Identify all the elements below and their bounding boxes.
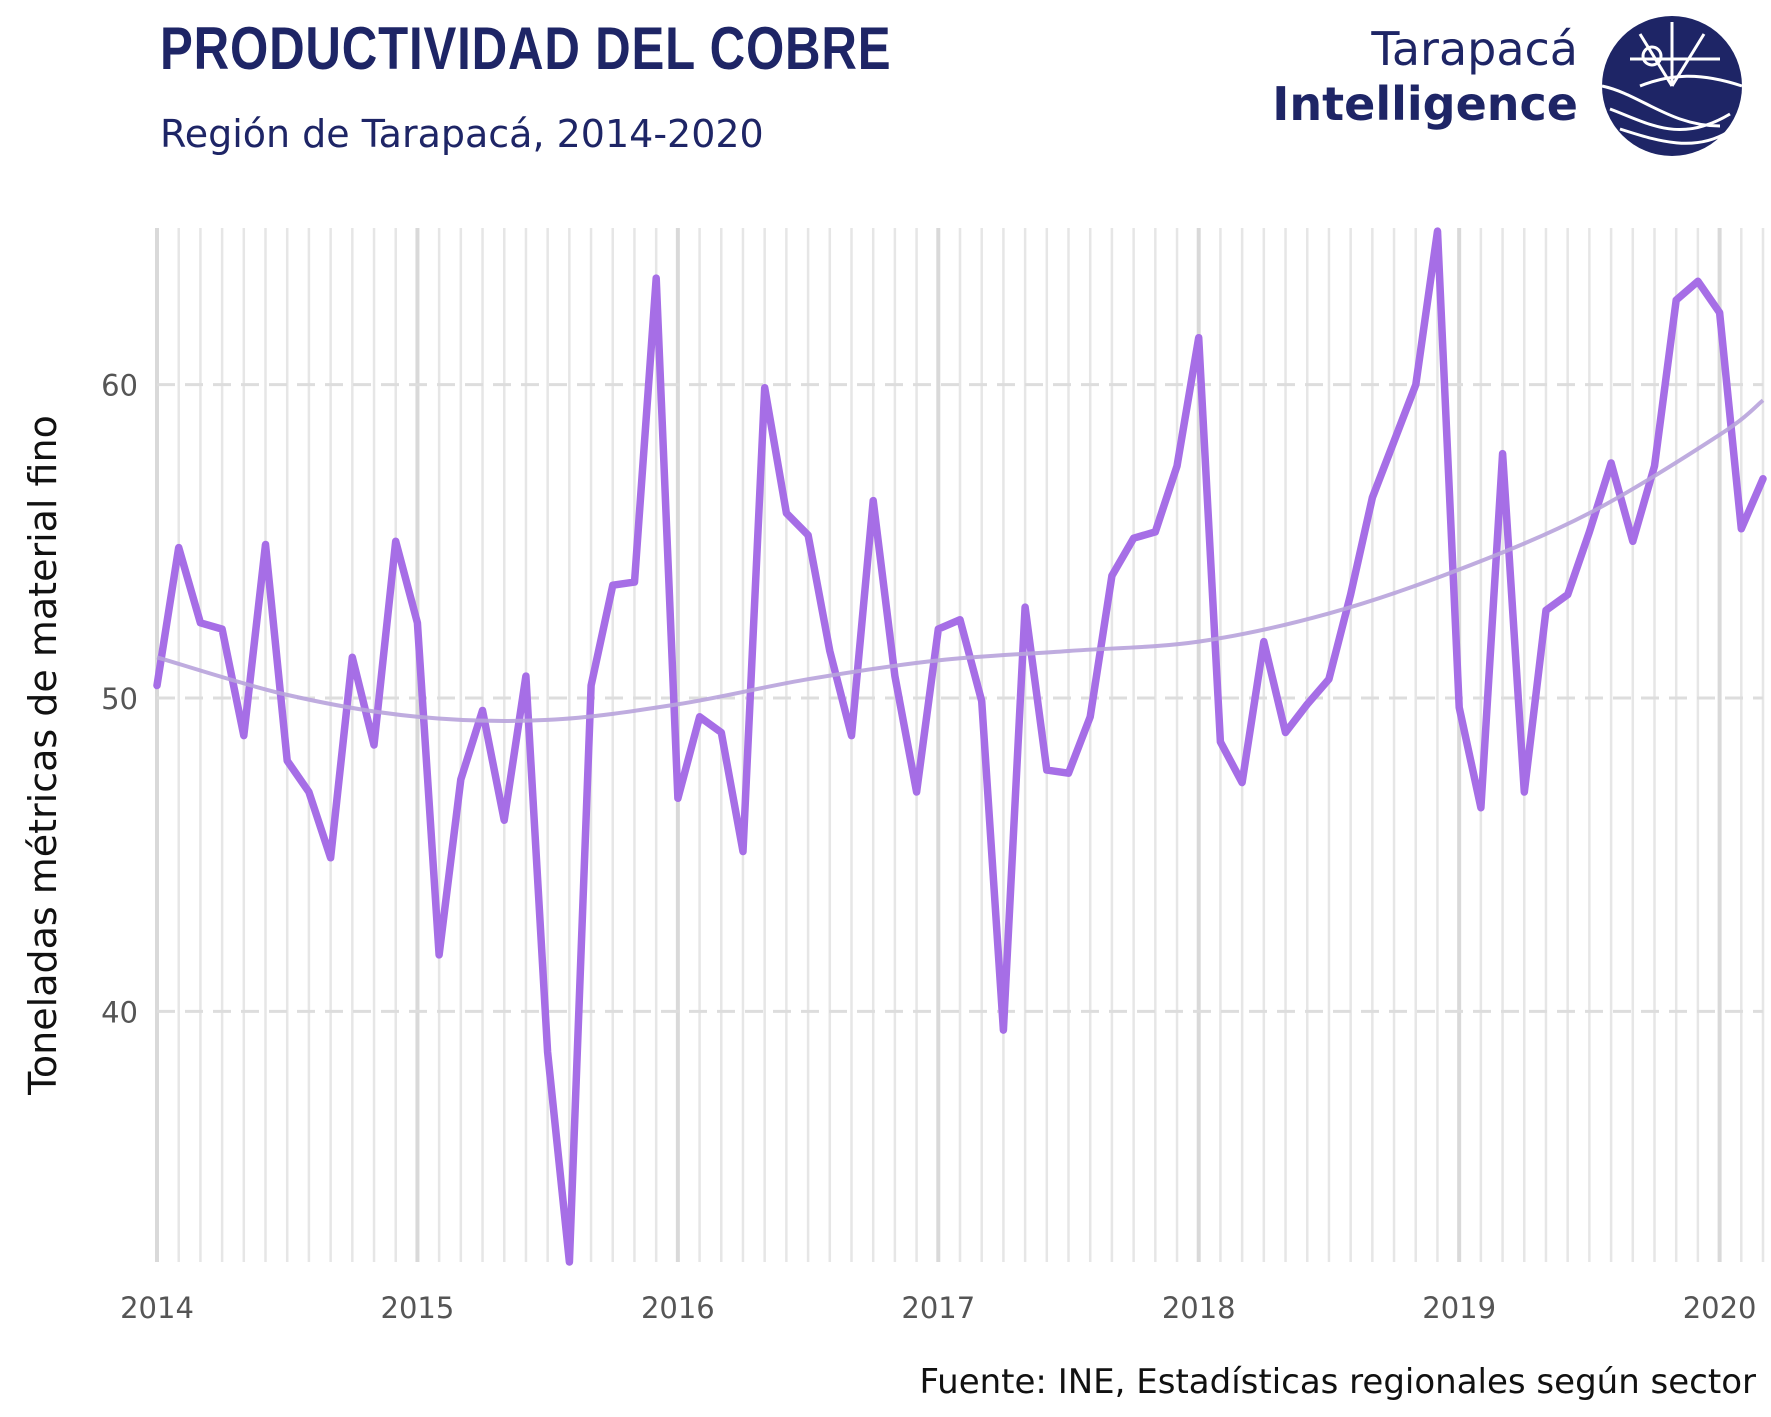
x-tick-label: 2019 (1422, 1291, 1496, 1325)
data-point (1631, 539, 1635, 543)
data-point (1674, 298, 1678, 302)
data-point (524, 674, 528, 678)
data-point (220, 627, 224, 631)
data-point (1479, 806, 1483, 810)
data-point (871, 499, 875, 503)
data-point (1110, 574, 1114, 578)
data-point (1284, 730, 1288, 734)
data-point (1132, 536, 1136, 540)
data-point (1067, 771, 1071, 775)
data-point (763, 386, 767, 390)
data-point (567, 1260, 571, 1264)
x-tick-label: 2018 (1162, 1291, 1236, 1325)
data-point (980, 699, 984, 703)
data-point (1023, 605, 1027, 609)
data-point (307, 790, 311, 794)
data-point (329, 856, 333, 860)
data-point (1435, 229, 1439, 233)
data-point (1349, 593, 1353, 597)
data-point (1392, 439, 1396, 443)
data-point (1240, 781, 1244, 785)
data-point (1175, 464, 1179, 468)
x-tick-label: 2016 (641, 1291, 715, 1325)
data-point (1609, 461, 1613, 465)
data-point (502, 818, 506, 822)
data-point (719, 730, 723, 734)
data-point (394, 539, 398, 543)
data-point (415, 621, 419, 625)
data-point (915, 790, 919, 794)
source-caption: Fuente: INE, Estadísticas regionales seg… (919, 1362, 1756, 1402)
data-point (828, 649, 832, 653)
data-point (1544, 608, 1548, 612)
data-point (698, 715, 702, 719)
data-point (459, 777, 463, 781)
x-tick-label: 2020 (1683, 1291, 1757, 1325)
data-point (1045, 768, 1049, 772)
data-point (437, 953, 441, 957)
chart-title: PRODUCTIVIDAD DEL COBRE (160, 15, 892, 82)
y-tick-label: 50 (101, 682, 138, 716)
data-point (1218, 740, 1222, 744)
data-point (1370, 495, 1374, 499)
data-point (936, 627, 940, 631)
data-point (806, 533, 810, 537)
data-point (350, 655, 354, 659)
data-point (1696, 279, 1700, 283)
data-point (1088, 715, 1092, 719)
data-point (1197, 336, 1201, 340)
data-point (1761, 477, 1765, 481)
data-point (1522, 790, 1526, 794)
brand-line-2: Intelligence (1272, 77, 1578, 132)
data-point (676, 796, 680, 800)
data-point (155, 683, 159, 687)
data-point (1153, 530, 1157, 534)
brand-line-1: Tarapacá (1371, 22, 1578, 76)
data-point (589, 683, 593, 687)
data-point (893, 674, 897, 678)
data-point (1262, 640, 1266, 644)
data-point (654, 276, 658, 280)
data-point (1001, 1028, 1005, 1032)
data-point (741, 850, 745, 854)
brand-wordmark: Tarapacá Intelligence (1272, 22, 1578, 132)
data-point (632, 580, 636, 584)
data-point (1327, 677, 1331, 681)
data-point (849, 734, 853, 738)
x-tick-label: 2014 (120, 1291, 194, 1325)
data-point (1457, 705, 1461, 709)
data-point (1414, 383, 1418, 387)
data-point (1652, 464, 1656, 468)
data-point (264, 542, 268, 546)
x-tick-label: 2017 (901, 1291, 975, 1325)
data-point (285, 759, 289, 763)
data-point (242, 734, 246, 738)
data-point (611, 583, 615, 587)
y-tick-label: 60 (101, 369, 138, 403)
chart-subtitle: Región de Tarapacá, 2014-2020 (160, 112, 764, 156)
y-tick-label: 40 (101, 995, 138, 1029)
trend-line (156, 398, 1765, 723)
x-tick-label: 2015 (381, 1291, 455, 1325)
data-point (177, 546, 181, 550)
globe-compass-icon (1601, 16, 1743, 156)
data-point (1587, 530, 1591, 534)
data-point (1718, 311, 1722, 315)
data-point (198, 621, 202, 625)
data-point (1501, 452, 1505, 456)
y-axis-label: Toneladas métricas de material fino (21, 415, 65, 1096)
data-point (784, 511, 788, 515)
data-point (372, 743, 376, 747)
data-point (481, 709, 485, 713)
data-point (1739, 527, 1743, 531)
data-point (958, 618, 962, 622)
data-point (1305, 702, 1309, 706)
data-point (1566, 593, 1570, 597)
data-point (546, 1050, 550, 1054)
